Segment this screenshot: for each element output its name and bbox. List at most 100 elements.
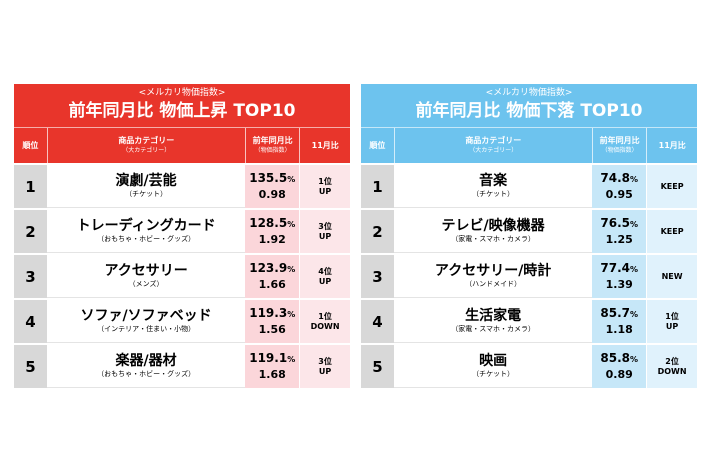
price-index: 1.68 [258,368,286,381]
percent-unit: % [287,310,296,319]
category-parent: （おもちゃ・ホビー・グッズ） [97,370,196,378]
month-change-line2: UP [318,186,332,196]
month-change-cell: 3位 UP [300,210,350,253]
category-parent: （家電・スマホ・カメラ） [451,325,535,333]
category-parent: （チケット） [472,190,515,198]
price-index: 0.89 [605,368,633,381]
month-change-line1: 3位 [318,221,332,231]
rank-cell: 2 [361,210,394,253]
month-change-cell: NEW [647,255,697,298]
yoy-percent: 135.5% [249,171,295,187]
header-category-sub: （大カテゴリー） [122,146,171,154]
table-row: 2 テレビ/映像機器 （家電・スマホ・カメラ） 76.5% 1.25 KEEP [361,210,697,253]
percent-unit: % [287,175,296,184]
table-subtitle: <メルカリ物価指数> [485,88,573,98]
yoy-percent-value: 76.5 [600,216,631,230]
month-change-cell: KEEP [647,210,697,253]
header-month: 11月比 [300,128,350,163]
header-yoy-label: 前年同月比 [599,135,640,145]
header-category: 商品カテゴリー （大カテゴリー） [395,128,593,163]
month-change-line1: 1位 [318,311,332,321]
ranking-table-down: <メルカリ物価指数> 前年同月比 物価下落 TOP10 順位 商品カテゴリー （大… [361,84,697,388]
header-rank-label: 順位 [369,140,386,150]
price-index: 1.39 [605,278,633,291]
category-cell: 演劇/芸能 （チケット） [46,165,246,208]
month-change-line2: DOWN [657,366,687,376]
header-month-label: 11月比 [658,140,686,150]
category-cell: 映画 （チケット） [393,345,593,388]
yoy-percent: 123.9% [249,261,295,277]
table-title-band: <メルカリ物価指数> 前年同月比 物価下落 TOP10 [361,84,697,127]
table-row: 1 演劇/芸能 （チケット） 135.5% 0.98 1位 UP [14,165,350,208]
category-name: 映画 [479,353,508,369]
yoy-percent-value: 128.5 [249,216,288,230]
month-change-cell: 4位 UP [300,255,350,298]
percent-unit: % [630,220,639,229]
category-parent: （インテリア・住まい・小物） [97,325,196,333]
yoy-cell: 123.9% 1.66 [245,255,300,298]
percent-unit: % [630,175,639,184]
yoy-cell: 119.1% 1.68 [245,345,300,388]
category-parent: （ハンドメイド） [465,280,522,288]
price-index: 1.56 [258,323,286,336]
header-category-label: 商品カテゴリー [465,135,522,145]
yoy-cell: 119.3% 1.56 [245,300,300,343]
table-row: 1 音楽 （チケット） 74.8% 0.95 KEEP [361,165,697,208]
month-change-cell: KEEP [647,165,697,208]
price-index: 1.66 [258,278,286,291]
month-change-line1: NEW [661,271,683,281]
yoy-cell: 76.5% 1.25 [592,210,647,253]
category-name: トレーディングカード [76,218,216,234]
rank-cell: 4 [14,300,47,343]
month-change-line1: 4位 [318,266,332,276]
category-cell: アクセサリー （メンズ） [46,255,246,298]
table-row: 5 映画 （チケット） 85.8% 0.89 2位 DOWN [361,345,697,388]
percent-unit: % [287,265,296,274]
month-change-cell: 2位 DOWN [647,345,697,388]
category-cell: テレビ/映像機器 （家電・スマホ・カメラ） [393,210,593,253]
header-category-label: 商品カテゴリー [118,135,175,145]
header-yoy: 前年同月比 （物価指数） [593,128,648,163]
header-category: 商品カテゴリー （大カテゴリー） [48,128,246,163]
header-category-sub: （大カテゴリー） [469,146,518,154]
yoy-percent-value: 85.8 [600,351,631,365]
percent-unit: % [630,355,639,364]
category-cell: 楽器/器材 （おもちゃ・ホビー・グッズ） [46,345,246,388]
category-name: アクセサリー [104,263,188,279]
yoy-percent: 119.1% [249,351,295,367]
yoy-percent: 77.4% [600,261,638,277]
table-row: 5 楽器/器材 （おもちゃ・ホビー・グッズ） 119.1% 1.68 3位 UP [14,345,350,388]
rank-cell: 1 [361,165,394,208]
yoy-cell: 85.7% 1.18 [592,300,647,343]
month-change-line2: UP [318,366,332,376]
price-index: 1.18 [605,323,633,336]
price-index: 0.98 [258,188,286,201]
yoy-cell: 77.4% 1.39 [592,255,647,298]
yoy-cell: 74.8% 0.95 [592,165,647,208]
yoy-percent-value: 135.5 [249,171,288,185]
table-row: 3 アクセサリー/時計 （ハンドメイド） 77.4% 1.39 NEW [361,255,697,298]
month-change-line2: UP [318,231,332,241]
category-name: アクセサリー/時計 [434,263,552,279]
month-change-line1: 2位 [665,356,679,366]
category-name: 音楽 [479,173,508,189]
table-subtitle: <メルカリ物価指数> [138,88,226,98]
yoy-percent-value: 85.7 [600,306,631,320]
category-parent: （チケット） [472,370,515,378]
category-parent: （おもちゃ・ホビー・グッズ） [97,235,196,243]
table-title: 前年同月比 物価下落 TOP10 [415,101,643,121]
category-name: ソファ/ソファベッド [80,308,212,324]
percent-unit: % [287,220,296,229]
category-parent: （家電・スマホ・カメラ） [451,235,535,243]
price-index: 1.25 [605,233,633,246]
month-change-line1: 1位 [318,176,332,186]
month-change-line2: DOWN [310,321,340,331]
header-month: 11月比 [647,128,697,163]
rank-cell: 4 [361,300,394,343]
percent-unit: % [630,310,639,319]
header-rank: 順位 [14,128,48,163]
column-headers: 順位 商品カテゴリー （大カテゴリー） 前年同月比 （物価指数） 11月比 [14,127,350,163]
price-index: 0.95 [605,188,633,201]
ranking-table-up: <メルカリ物価指数> 前年同月比 物価上昇 TOP10 順位 商品カテゴリー （大… [14,84,350,388]
header-yoy-sub: （物価指数） [601,146,638,154]
